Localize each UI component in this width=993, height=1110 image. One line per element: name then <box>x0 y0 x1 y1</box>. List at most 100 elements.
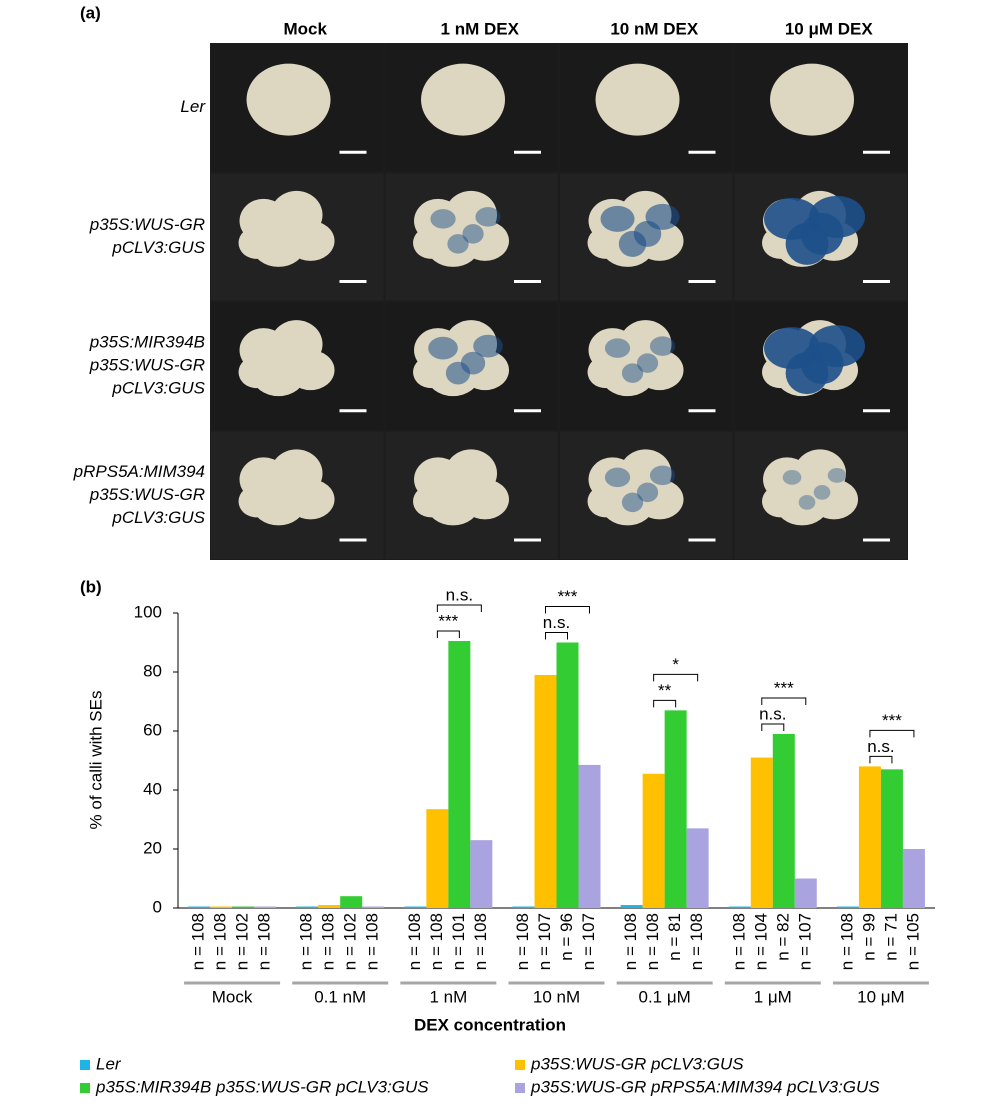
photos <box>211 44 907 559</box>
n-label: n = 108 <box>837 913 856 970</box>
gus-stain <box>636 482 659 503</box>
n-label: n = 107 <box>579 913 598 970</box>
column-header: Mock <box>284 19 328 38</box>
bar <box>362 906 385 908</box>
callus <box>238 226 275 259</box>
legend-label: p35S:MIR394B p35S:WUS-GR pCLV3:GUS <box>95 1077 429 1096</box>
n-label: n = 71 <box>881 913 900 961</box>
significance-bracket <box>653 673 699 682</box>
gus-stain <box>827 467 847 483</box>
gus-stain <box>618 230 647 257</box>
n-label: n = 108 <box>687 913 706 970</box>
significance-label: *** <box>882 711 902 730</box>
bar <box>664 710 687 908</box>
n-label: n = 108 <box>189 913 208 970</box>
significance-bracket <box>761 697 807 705</box>
bar <box>254 906 277 908</box>
gus-stain <box>645 203 680 230</box>
y-tick-label: 60 <box>143 720 162 739</box>
bar <box>750 757 773 908</box>
bar <box>296 906 319 908</box>
gus-stain <box>649 336 676 356</box>
n-label: n = 108 <box>513 913 532 970</box>
gus-stain <box>445 361 471 385</box>
gus-stain <box>621 363 644 383</box>
n-label: n = 105 <box>903 913 922 970</box>
gus-stain <box>428 336 458 360</box>
n-label: n = 108 <box>621 913 640 970</box>
n-label: n = 108 <box>211 913 230 970</box>
significance-bracket <box>869 755 893 764</box>
gus-stain <box>462 224 484 244</box>
significance-bracket <box>545 606 590 614</box>
callus <box>595 63 680 136</box>
n-label: n = 108 <box>255 913 274 970</box>
bar <box>448 641 471 908</box>
panel-label: (b) <box>80 577 102 596</box>
legend-label: p35S:WUS-GR pRPS5A:MIM394 pCLV3:GUS <box>530 1077 880 1096</box>
y-tick-label: 100 <box>134 602 162 621</box>
callus <box>238 485 275 518</box>
callus <box>762 485 799 518</box>
bar <box>642 773 665 908</box>
gus-stain <box>621 492 644 513</box>
bar <box>880 769 903 908</box>
gus-stain <box>600 205 635 232</box>
row-label: pCLV3:GUS <box>111 379 205 398</box>
gus-stain <box>809 325 866 368</box>
n-label: n = 108 <box>427 913 446 970</box>
legend-label: Ler <box>96 1054 122 1073</box>
significance-label: ** <box>658 681 672 700</box>
y-tick-label: 0 <box>153 897 162 916</box>
callus <box>770 63 855 136</box>
row-label: p35S:WUS-GR <box>89 485 205 504</box>
n-label: n = 104 <box>751 913 770 970</box>
bar <box>836 906 859 908</box>
x-tick-label: 0.1 μM <box>638 987 690 1006</box>
gus-stain <box>604 467 631 488</box>
bar <box>210 906 233 908</box>
x-tick-label: 1 μM <box>754 987 792 1006</box>
significance-label: n.s. <box>446 586 473 605</box>
callus <box>246 63 331 136</box>
bar <box>858 766 881 908</box>
y-tick-label: 80 <box>143 661 162 680</box>
significance-label: *** <box>558 587 578 606</box>
callus <box>413 485 450 518</box>
bar <box>794 878 817 908</box>
gus-stain <box>785 222 829 265</box>
bar <box>340 896 363 908</box>
callus <box>413 226 450 259</box>
column-header: 10 nM DEX <box>610 19 699 38</box>
x-tick-label: 10 nM <box>533 987 580 1006</box>
bar <box>188 906 211 908</box>
gus-stain <box>809 195 866 238</box>
x-tick-label: 10 μM <box>857 987 905 1006</box>
x-tick-label: Mock <box>212 987 253 1006</box>
callus <box>421 63 506 136</box>
bar <box>512 906 535 908</box>
gus-stain <box>473 334 503 358</box>
callus <box>587 356 624 389</box>
legend-swatch <box>515 1060 525 1070</box>
gus-stain <box>430 209 456 229</box>
column-header: 1 nM DEX <box>441 19 520 38</box>
n-label: n = 108 <box>363 913 382 970</box>
n-label: n = 107 <box>795 913 814 970</box>
bar <box>426 809 449 908</box>
n-label: n = 82 <box>773 913 792 961</box>
row-label: pCLV3:GUS <box>111 508 205 527</box>
significance-bracket <box>653 699 677 708</box>
n-label: n = 108 <box>405 913 424 970</box>
bar <box>772 733 795 908</box>
y-tick-label: 20 <box>143 838 162 857</box>
n-label: n = 108 <box>471 913 490 970</box>
bar <box>556 642 579 908</box>
significance-bracket <box>869 729 915 738</box>
gus-stain <box>649 465 676 486</box>
n-label: n = 102 <box>233 913 252 970</box>
n-label: n = 108 <box>319 913 338 970</box>
row-label: Ler <box>180 97 206 116</box>
bar <box>620 905 643 908</box>
